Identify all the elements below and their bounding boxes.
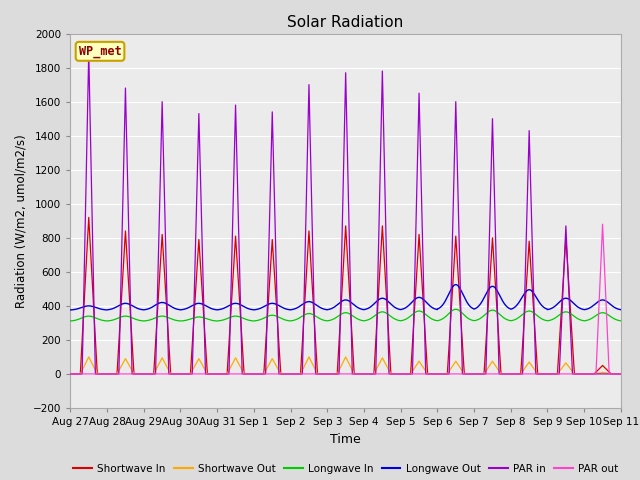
Title: Solar Radiation: Solar Radiation	[287, 15, 404, 30]
Text: WP_met: WP_met	[79, 45, 122, 58]
Legend: Shortwave In, Shortwave Out, Longwave In, Longwave Out, PAR in, PAR out: Shortwave In, Shortwave Out, Longwave In…	[69, 459, 622, 478]
X-axis label: Time: Time	[330, 432, 361, 445]
Y-axis label: Radiation (W/m2, umol/m2/s): Radiation (W/m2, umol/m2/s)	[15, 134, 28, 308]
